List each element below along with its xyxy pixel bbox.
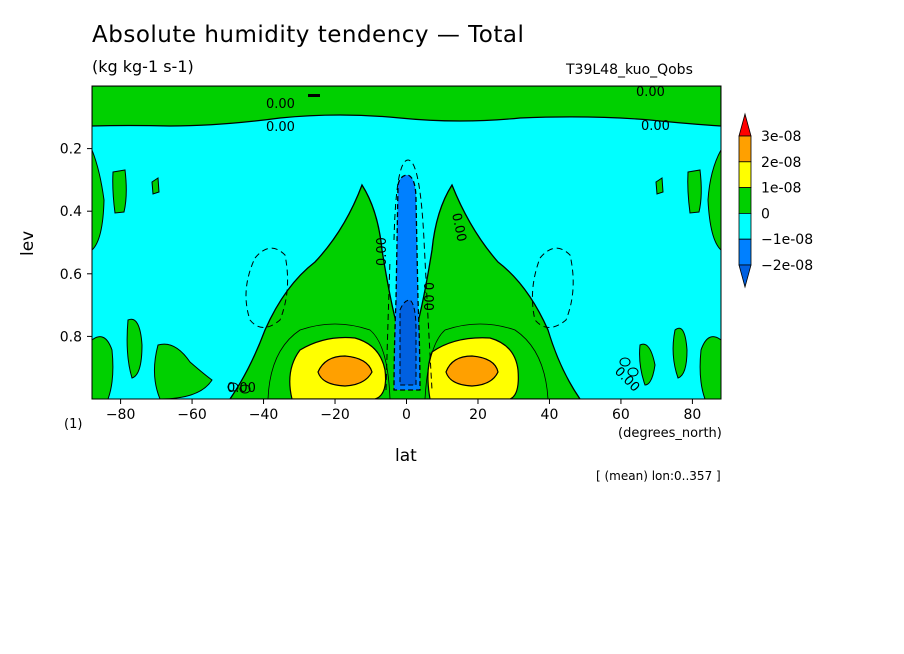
contour-thin-south	[267, 323, 391, 399]
colorbar-swatch	[738, 238, 752, 266]
contour-label: 0.00	[266, 120, 295, 135]
field-low-green-r2	[672, 327, 688, 379]
colorbar-swatch	[738, 187, 752, 214]
field-small-blob-r	[655, 177, 664, 195]
x-tick-label: −60	[177, 407, 207, 423]
footnote-label: (1)	[64, 417, 83, 432]
colorbar-label: 3e-08	[761, 129, 801, 145]
field-orange-north	[445, 355, 499, 387]
contour-dashed-right	[531, 247, 574, 328]
contour-label: 0.00	[266, 97, 295, 112]
field-low-green-r	[699, 336, 721, 399]
contour-label: 0.00	[375, 237, 390, 266]
contour-label: 0.00	[641, 119, 670, 134]
x-tick-label: 60	[612, 407, 630, 423]
field-right-blob	[687, 169, 702, 214]
field-left-blob	[112, 169, 127, 214]
x-tick-label: 0	[402, 407, 411, 423]
colorbar-arrow-bottom	[738, 264, 752, 289]
colorbar-label: 1e-08	[761, 181, 801, 197]
contour-label: 0.00	[420, 282, 435, 311]
field-low-green-l3	[154, 343, 213, 399]
y-tick-label: 0.8	[60, 329, 82, 345]
field-low-green-r3	[639, 343, 656, 386]
x-units-label: (degrees_north)	[618, 426, 722, 441]
contour-loops-sfc	[227, 357, 639, 394]
colorbar-label: −2e-08	[761, 258, 813, 274]
field-low-green-l2	[126, 318, 143, 379]
contour-thin-north	[424, 323, 549, 399]
x-tick-label: 20	[469, 407, 487, 423]
field-low-green-l	[92, 336, 114, 399]
field-right-polar	[707, 149, 721, 251]
field-left-polar	[92, 149, 105, 251]
contour-field	[92, 86, 721, 399]
mean-label: [ (mean) lon:0..357 ]	[596, 469, 721, 483]
field-orange-south	[317, 355, 373, 387]
x-tick-label: −20	[320, 407, 350, 423]
field-small-blob-l	[151, 177, 160, 195]
colorbar-label: 2e-08	[761, 155, 801, 171]
x-tick-label: −40	[249, 407, 279, 423]
y-axis-ticks: 0.2 0.4 0.6 0.8	[60, 142, 92, 345]
run-label: T39L48_kuo_Qobs	[566, 62, 693, 78]
colorbar-swatch	[738, 135, 752, 163]
colorbar-label: −1e-08	[761, 232, 813, 248]
contour-label: 0.00	[636, 85, 665, 100]
y-tick-label: 0.2	[60, 142, 82, 158]
colorbar-swatch	[738, 161, 752, 189]
field-blue-core	[399, 299, 417, 386]
field-upper-band	[92, 86, 721, 127]
contour-label: 0.00	[227, 381, 256, 396]
colorbar-arrow-top	[738, 112, 752, 137]
x-axis-label: lat	[395, 446, 417, 466]
colorbar: 3e-08 2e-08 1e-08 0 −1e-08 −2e-08	[738, 112, 813, 289]
x-tick-label: −80	[106, 407, 136, 423]
contour-dashed-column	[385, 159, 433, 391]
y-tick-label: 0.4	[60, 204, 82, 220]
x-tick-label: 80	[683, 407, 701, 423]
contour-tick-top	[308, 94, 320, 97]
x-tick-label: 40	[541, 407, 559, 423]
chart-title: Absolute humidity tendency — Total	[92, 22, 525, 48]
y-tick-label: 0.6	[60, 267, 82, 283]
contour-dashed-left	[245, 247, 289, 328]
units-label: (kg kg-1 s-1)	[92, 57, 194, 76]
colorbar-label: 0	[761, 206, 770, 222]
x-axis-ticks: −80 −60 −40 −20 0 20 40 60 80	[106, 399, 701, 423]
colorbar-swatch	[738, 212, 752, 240]
contour-label: 0.00	[448, 212, 469, 243]
